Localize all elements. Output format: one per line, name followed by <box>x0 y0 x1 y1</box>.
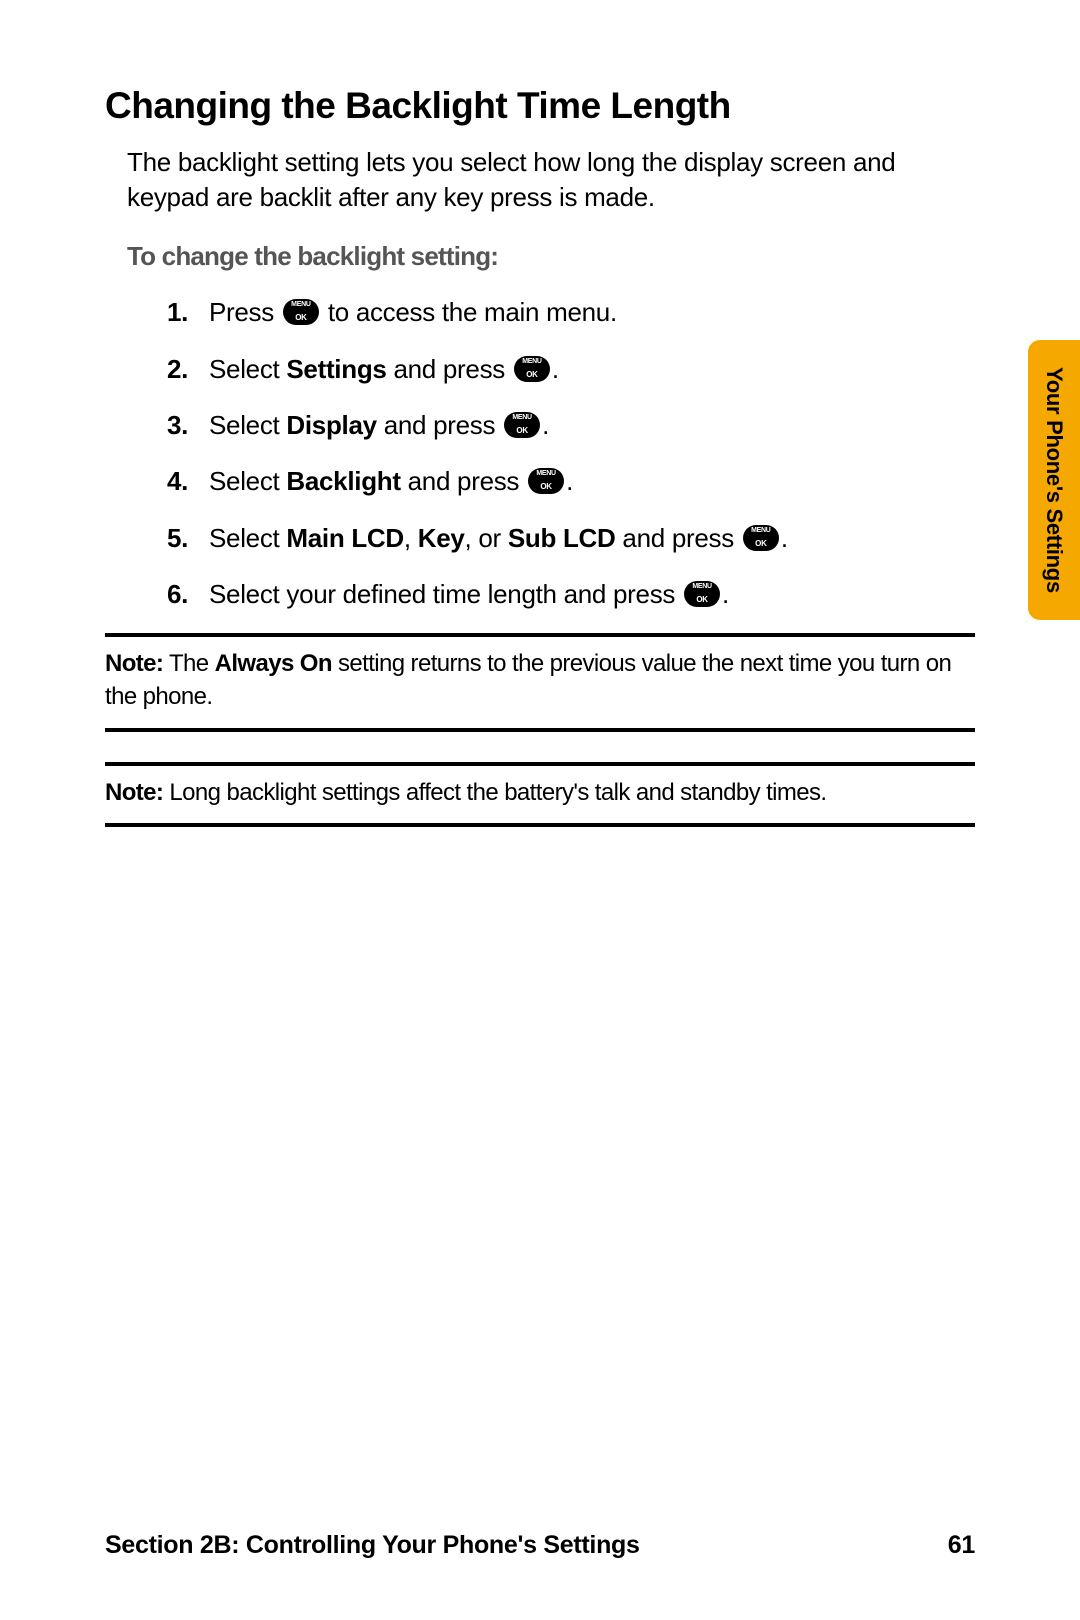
note-bold: Always On <box>215 650 332 677</box>
step-fragment: . <box>552 354 559 384</box>
subheading: To change the backlight setting: <box>105 241 975 272</box>
step-fragment: and press <box>401 466 526 496</box>
step-fragment: Select your defined time length and pres… <box>209 579 682 609</box>
footer-section-title: Section 2B: Controlling Your Phone's Set… <box>105 1531 640 1560</box>
menu-ok-icon <box>283 299 319 325</box>
menu-ok-icon <box>684 581 720 607</box>
steps-list: 1. Press to access the main menu. 2. Sel… <box>105 294 975 612</box>
step-number: 1. <box>167 294 209 330</box>
step-fragment: . <box>722 579 729 609</box>
step-fragment: Press <box>209 297 281 327</box>
step-item: 1. Press to access the main menu. <box>167 294 975 330</box>
step-text: Select Backlight and press . <box>209 463 975 499</box>
step-text: Select Settings and press . <box>209 351 975 387</box>
step-bold: Key <box>418 523 465 553</box>
step-bold: Sub LCD <box>508 523 616 553</box>
step-item: 4. Select Backlight and press . <box>167 463 975 499</box>
step-text: Select Display and press . <box>209 407 975 443</box>
step-number: 2. <box>167 351 209 387</box>
step-fragment: to access the main menu. <box>321 297 617 327</box>
page-footer: Section 2B: Controlling Your Phone's Set… <box>105 1531 975 1560</box>
step-text: Select your defined time length and pres… <box>209 576 975 612</box>
step-fragment: Select <box>209 354 286 384</box>
step-fragment: Select <box>209 523 286 553</box>
menu-ok-icon <box>514 356 550 382</box>
note-block: Note: The Always On setting returns to t… <box>105 633 975 732</box>
menu-ok-icon <box>743 525 779 551</box>
intro-paragraph: The backlight setting lets you select ho… <box>105 145 975 215</box>
step-number: 4. <box>167 463 209 499</box>
step-fragment: . <box>781 523 788 553</box>
step-item: 6. Select your defined time length and p… <box>167 576 975 612</box>
step-bold: Settings <box>286 354 386 384</box>
step-bold: Backlight <box>286 466 400 496</box>
step-fragment: , or <box>465 523 508 553</box>
note-label: Note: <box>105 650 163 677</box>
note-label: Note: <box>105 779 163 806</box>
step-text: Select Main LCD, Key, or Sub LCD and pre… <box>209 520 975 556</box>
step-bold: Display <box>286 410 376 440</box>
step-fragment: and press <box>377 410 502 440</box>
step-bold: Main LCD <box>286 523 403 553</box>
note-fragment: The <box>163 650 214 677</box>
step-fragment: and press <box>387 354 512 384</box>
step-number: 3. <box>167 407 209 443</box>
step-number: 6. <box>167 576 209 612</box>
step-fragment: Select <box>209 466 286 496</box>
side-tab-label: Your Phone's Settings <box>1041 367 1067 593</box>
step-fragment: . <box>566 466 573 496</box>
menu-ok-icon <box>504 412 540 438</box>
page-heading: Changing the Backlight Time Length <box>105 85 975 127</box>
step-number: 5. <box>167 520 209 556</box>
note-block: Note: Long backlight settings affect the… <box>105 762 975 828</box>
step-fragment: , <box>404 523 418 553</box>
step-item: 3. Select Display and press . <box>167 407 975 443</box>
footer-page-number: 61 <box>948 1531 975 1560</box>
step-text: Press to access the main menu. <box>209 294 975 330</box>
side-tab: Your Phone's Settings <box>1028 340 1080 620</box>
step-item: 5. Select Main LCD, Key, or Sub LCD and … <box>167 520 975 556</box>
step-fragment: and press <box>616 523 741 553</box>
note-fragment: Long backlight settings affect the batte… <box>163 779 826 806</box>
menu-ok-icon <box>528 468 564 494</box>
step-fragment: Select <box>209 410 286 440</box>
step-item: 2. Select Settings and press . <box>167 351 975 387</box>
step-fragment: . <box>542 410 549 440</box>
